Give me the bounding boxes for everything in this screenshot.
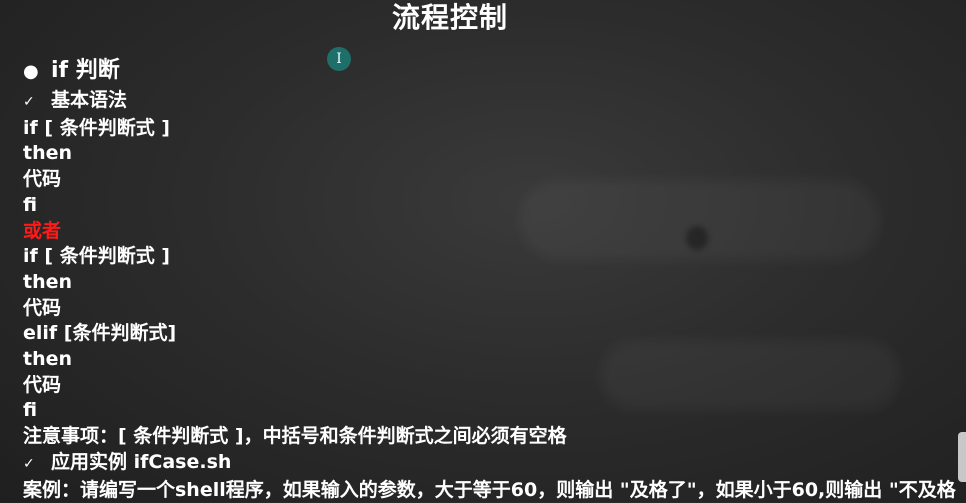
check-icon: ✓ <box>23 94 35 110</box>
code-line: then <box>23 348 73 371</box>
code-line: then <box>23 142 73 165</box>
chalk-streak <box>600 340 900 410</box>
subheading-text: 基本语法 <box>51 89 128 111</box>
heading-text: if 判断 <box>51 58 120 83</box>
code-line: if [ 条件判断式 ] <box>23 116 170 139</box>
check-icon: ✓ <box>23 455 35 472</box>
bullet-icon: ● <box>23 61 39 82</box>
code-line: fi <box>23 399 38 422</box>
text-cursor-icon: I <box>327 47 351 71</box>
chalk-streak <box>520 180 880 260</box>
code-line: 代码 <box>23 168 62 191</box>
code-line: 代码 <box>23 296 62 319</box>
code-line: fi <box>23 193 38 216</box>
section-heading: ● if 判断 <box>23 55 966 88</box>
scroll-hint <box>958 432 966 482</box>
or-separator: 或者 <box>23 219 62 242</box>
example-line: 案例：请编写一个shell程序，如果输入的参数，大于等于60，则输出 "及格了"… <box>23 478 956 501</box>
chalk-smudge <box>686 226 708 250</box>
subheading-text: 应用实例 ifCase.sh <box>51 450 232 473</box>
code-line: elif [条件判断式] <box>23 322 177 345</box>
code-line: if [ 条件判断式 ] <box>23 245 170 268</box>
slide-title: 流程控制 <box>391 1 508 34</box>
note-line: 注意事项：[ 条件判断式 ]，中括号和条件判断式之间必须有空格 <box>23 425 567 448</box>
slide-content: ● if 判断 ✓ 基本语法 if [ 条件判断式 ] then 代码 fi 或者 … <box>23 55 966 503</box>
code-line: 代码 <box>23 373 62 396</box>
subheading-example: ✓ 应用实例 ifCase.sh <box>23 450 966 478</box>
subheading-basic-syntax: ✓ 基本语法 <box>23 88 966 116</box>
code-line: then <box>23 270 73 293</box>
